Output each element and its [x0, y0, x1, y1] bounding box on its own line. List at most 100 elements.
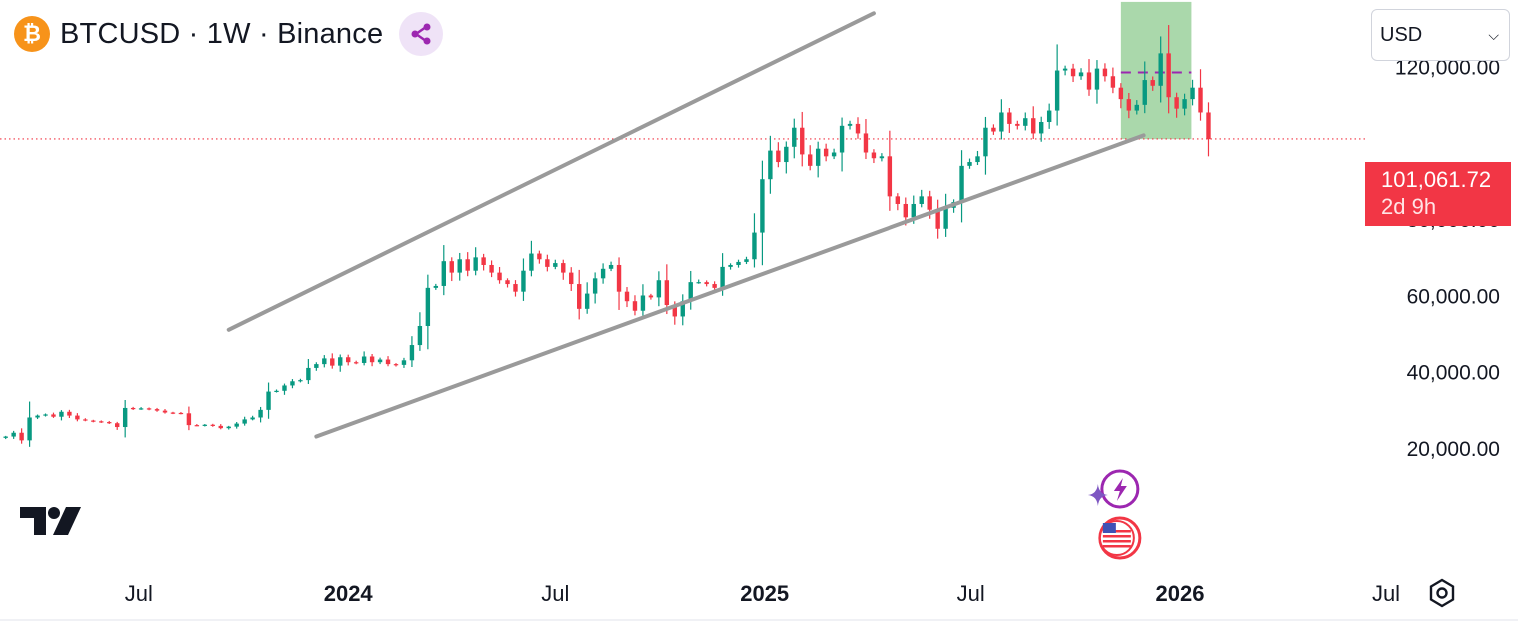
- candle[interactable]: [569, 267, 574, 291]
- candle[interactable]: [728, 263, 733, 270]
- candle[interactable]: [202, 424, 208, 427]
- candle[interactable]: [529, 240, 534, 277]
- candle[interactable]: [465, 252, 470, 277]
- candle[interactable]: [1015, 120, 1020, 130]
- candle[interactable]: [242, 416, 247, 426]
- candle[interactable]: [1190, 79, 1195, 106]
- candle[interactable]: [513, 280, 518, 297]
- candle[interactable]: [1078, 68, 1084, 80]
- tradingview-logo[interactable]: [20, 505, 82, 542]
- candle[interactable]: [19, 428, 24, 444]
- candle[interactable]: [162, 409, 168, 414]
- candle[interactable]: [863, 119, 869, 160]
- channel-lower-line[interactable]: [314, 133, 1146, 439]
- candle[interactable]: [887, 130, 893, 211]
- candle[interactable]: [314, 362, 319, 371]
- us-economic-event-icon[interactable]: [1098, 516, 1142, 560]
- bitcoin-icon[interactable]: ₿: [14, 16, 50, 52]
- candle[interactable]: [640, 284, 646, 316]
- candle[interactable]: [959, 150, 964, 223]
- candle[interactable]: [210, 423, 215, 427]
- candle[interactable]: [258, 406, 263, 423]
- candle[interactable]: [51, 412, 56, 418]
- candle[interactable]: [656, 271, 662, 307]
- candle[interactable]: [59, 410, 64, 421]
- candle[interactable]: [99, 420, 104, 423]
- candle[interactable]: [648, 293, 654, 300]
- candle[interactable]: [561, 259, 566, 280]
- candle[interactable]: [425, 274, 431, 350]
- candle[interactable]: [577, 269, 582, 320]
- candle[interactable]: [712, 281, 717, 291]
- candle[interactable]: [1126, 92, 1132, 119]
- candle[interactable]: [704, 280, 709, 287]
- candle[interactable]: [624, 287, 630, 308]
- candle[interactable]: [473, 247, 478, 276]
- candle[interactable]: [1158, 36, 1163, 103]
- candle[interactable]: [290, 379, 295, 389]
- candle[interactable]: [1046, 103, 1052, 129]
- candle[interactable]: [505, 278, 510, 288]
- candle[interactable]: [401, 357, 407, 368]
- symbol-title[interactable]: BTCUSD · 1W · Binance: [60, 17, 384, 50]
- candle[interactable]: [361, 351, 367, 366]
- candle[interactable]: [999, 99, 1004, 140]
- candle[interactable]: [449, 257, 454, 282]
- candle[interactable]: [895, 193, 901, 211]
- candle[interactable]: [322, 355, 327, 368]
- candle[interactable]: [393, 363, 399, 367]
- candle[interactable]: [43, 413, 48, 417]
- candle[interactable]: [218, 424, 223, 430]
- candle[interactable]: [1118, 83, 1124, 109]
- candle[interactable]: [752, 213, 757, 268]
- candle[interactable]: [433, 283, 439, 290]
- candle[interactable]: [545, 254, 550, 272]
- candle[interactable]: [67, 409, 72, 419]
- candle[interactable]: [122, 400, 128, 438]
- channel-upper-line[interactable]: [226, 11, 876, 332]
- candle[interactable]: [815, 141, 821, 178]
- candle[interactable]: [1134, 100, 1139, 115]
- candle[interactable]: [1206, 102, 1211, 157]
- candle[interactable]: [1174, 92, 1179, 118]
- candle[interactable]: [839, 117, 845, 172]
- candle[interactable]: [1054, 44, 1060, 126]
- candle[interactable]: [584, 282, 590, 314]
- candle[interactable]: [194, 424, 200, 427]
- candle[interactable]: [306, 359, 311, 384]
- candle[interactable]: [760, 160, 765, 266]
- candle[interactable]: [919, 189, 924, 208]
- candle[interactable]: [736, 259, 741, 268]
- candle[interactable]: [385, 356, 391, 367]
- chart-settings-button[interactable]: [1424, 575, 1460, 611]
- candle[interactable]: [441, 245, 446, 296]
- candle[interactable]: [274, 389, 279, 393]
- candle[interactable]: [553, 259, 558, 270]
- candle[interactable]: [600, 263, 606, 284]
- target-zone[interactable]: [1120, 1, 1192, 140]
- candle[interactable]: [871, 149, 877, 164]
- candle[interactable]: [266, 382, 271, 419]
- candle[interactable]: [226, 425, 231, 430]
- candle[interactable]: [983, 116, 988, 175]
- candle[interactable]: [1070, 63, 1076, 83]
- candle[interactable]: [1094, 60, 1100, 104]
- candle[interactable]: [975, 150, 980, 166]
- candle[interactable]: [457, 252, 462, 281]
- candle[interactable]: [282, 383, 287, 395]
- candle[interactable]: [250, 415, 255, 421]
- candle[interactable]: [688, 270, 693, 310]
- candle[interactable]: [1166, 25, 1171, 114]
- candle[interactable]: [115, 421, 120, 430]
- candle[interactable]: [592, 272, 598, 304]
- candle[interactable]: [353, 360, 359, 365]
- candle[interactable]: [3, 435, 8, 440]
- candle[interactable]: [991, 124, 996, 135]
- candle[interactable]: [1102, 63, 1108, 82]
- candle[interactable]: [1062, 65, 1068, 76]
- candle[interactable]: [879, 153, 885, 162]
- candle[interactable]: [808, 145, 813, 171]
- candle[interactable]: [1142, 61, 1147, 114]
- candle[interactable]: [1182, 93, 1187, 116]
